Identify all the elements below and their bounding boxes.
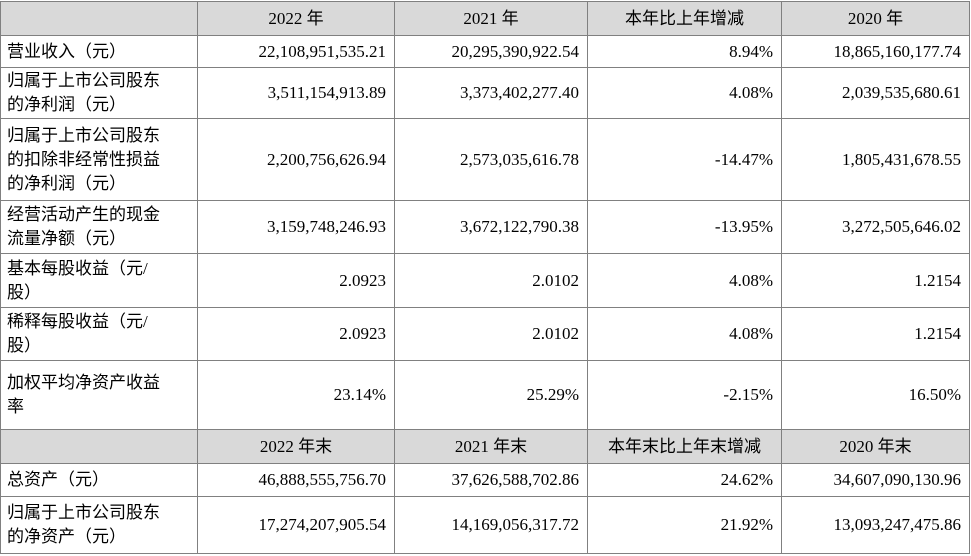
value-cell: 1.2154 bbox=[781, 253, 970, 308]
header-row: 2022 年末 2021 年末 本年末比上年末增减 2020 年末 bbox=[0, 429, 970, 464]
value-cell: 37,626,588,702.86 bbox=[394, 463, 588, 497]
value-cell: 2,573,035,616.78 bbox=[394, 118, 588, 201]
header-cell: 2020 年末 bbox=[781, 429, 970, 464]
value-cell: 25.29% bbox=[394, 360, 588, 430]
data-row: 基本每股收益（元/股） 2.0923 2.0102 4.08% 1.2154 bbox=[0, 253, 970, 308]
header-cell: 2021 年末 bbox=[394, 429, 588, 464]
data-row: 归属于上市公司股东 的扣除非经常性损益 的净利润（元） 2,200,756,626.9… bbox=[0, 118, 970, 201]
data-row: 归属于上市公司股东 的净资产（元） 17,274,207,905.54 14,169,… bbox=[0, 496, 970, 554]
value-cell: 4.08% bbox=[587, 253, 782, 308]
value-cell: 2.0923 bbox=[197, 307, 395, 361]
label-line: 基本每股收益（元/ bbox=[7, 258, 148, 278]
value-cell: 3,159,748,246.93 bbox=[197, 200, 395, 254]
value-cell: 3,373,402,277.40 bbox=[394, 67, 588, 119]
header-cell: 2021 年 bbox=[394, 1, 588, 36]
label-line: 股） bbox=[7, 336, 41, 355]
label-line: 的净利润（元） bbox=[7, 173, 126, 193]
value-cell: 20,295,390,922.54 bbox=[394, 35, 588, 68]
row-label: 归属于上市公司股东 的扣除非经常性损益 的净利润（元） bbox=[0, 118, 198, 201]
value-cell: 8.94% bbox=[587, 35, 782, 68]
header-cell: 本年比上年增减 bbox=[587, 1, 782, 36]
label-line: 归属于上市公司股东 bbox=[7, 503, 160, 522]
value-cell: 3,672,122,790.38 bbox=[394, 200, 588, 254]
row-label: 稀释每股收益（元/股） bbox=[0, 307, 198, 361]
value-cell: 22,108,951,535.21 bbox=[197, 35, 395, 68]
label-line: 流量净额（元） bbox=[7, 229, 126, 248]
value-cell: 24.62% bbox=[587, 463, 782, 497]
value-cell: 46,888,555,756.70 bbox=[197, 463, 395, 497]
value-cell: 4.08% bbox=[587, 67, 782, 119]
value-cell: 2,039,535,680.61 bbox=[781, 67, 970, 119]
value-cell: -14.47% bbox=[587, 118, 782, 201]
value-cell: 14,169,056,317.72 bbox=[394, 496, 588, 554]
row-label: 归属于上市公司股东 的净利润（元） bbox=[0, 67, 198, 119]
row-label: 加权平均净资产收益率 bbox=[0, 360, 198, 430]
value-cell: 23.14% bbox=[197, 360, 395, 430]
label-line: 的净利润（元） bbox=[7, 95, 126, 114]
row-label: 营业收入（元） bbox=[0, 35, 198, 68]
label-line: 加权平均净资产收益 bbox=[7, 373, 160, 392]
value-cell: 4.08% bbox=[587, 307, 782, 361]
value-cell: 2.0102 bbox=[394, 307, 588, 361]
value-cell: 2.0923 bbox=[197, 253, 395, 308]
label-line: 总资产（元） bbox=[7, 470, 109, 489]
label-line: 营业收入（元） bbox=[7, 41, 126, 61]
header-row: 2022 年 2021 年本年比上年增减 2020 年 bbox=[0, 1, 970, 36]
value-cell: 21.92% bbox=[587, 496, 782, 554]
label-line: 率 bbox=[7, 397, 24, 416]
label-line: 归属于上市公司股东 bbox=[7, 125, 160, 145]
data-row: 加权平均净资产收益率 23.14% 25.29% -2.15% 16.50% bbox=[0, 360, 970, 430]
row-label: 基本每股收益（元/股） bbox=[0, 253, 198, 308]
value-cell: -2.15% bbox=[587, 360, 782, 430]
header-cell: 2020 年 bbox=[781, 1, 970, 36]
value-cell: 18,865,160,177.74 bbox=[781, 35, 970, 68]
row-label: 经营活动产生的现金 流量净额（元） bbox=[0, 200, 198, 254]
value-cell: 17,274,207,905.54 bbox=[197, 496, 395, 554]
label-line: 的净资产（元） bbox=[7, 527, 126, 546]
value-cell: 3,511,154,913.89 bbox=[197, 67, 395, 119]
value-cell: -13.95% bbox=[587, 200, 782, 254]
header-cell bbox=[0, 429, 198, 464]
data-row: 总资产（元） 46,888,555,756.70 37,626,588,702.86… bbox=[0, 463, 970, 497]
header-cell: 2022 年 bbox=[197, 1, 395, 36]
value-cell: 2,200,756,626.94 bbox=[197, 118, 395, 201]
value-cell: 34,607,090,130.96 bbox=[781, 463, 970, 497]
label-line: 股） bbox=[7, 282, 41, 302]
value-cell: 1.2154 bbox=[781, 307, 970, 361]
value-cell: 16.50% bbox=[781, 360, 970, 430]
row-label: 总资产（元） bbox=[0, 463, 198, 497]
label-line: 稀释每股收益（元/ bbox=[7, 312, 148, 331]
header-cell: 本年末比上年末增减 bbox=[587, 429, 782, 464]
header-cell bbox=[0, 1, 198, 36]
label-line: 的扣除非经常性损益 bbox=[7, 149, 160, 169]
header-cell: 2022 年末 bbox=[197, 429, 395, 464]
value-cell: 13,093,247,475.86 bbox=[781, 496, 970, 554]
data-row: 稀释每股收益（元/股） 2.0923 2.0102 4.08% 1.2154 bbox=[0, 307, 970, 361]
data-row: 营业收入（元） 22,108,951,535.21 20,295,390,922.5… bbox=[0, 35, 970, 68]
row-label: 归属于上市公司股东 的净资产（元） bbox=[0, 496, 198, 554]
data-row: 经营活动产生的现金 流量净额（元） 3,159,748,246.93 3,672,12… bbox=[0, 200, 970, 254]
value-cell: 3,272,505,646.02 bbox=[781, 200, 970, 254]
value-cell: 2.0102 bbox=[394, 253, 588, 308]
data-row: 归属于上市公司股东 的净利润（元） 3,511,154,913.89 3,373,40… bbox=[0, 67, 970, 119]
label-line: 归属于上市公司股东 bbox=[7, 71, 160, 90]
value-cell: 1,805,431,678.55 bbox=[781, 118, 970, 201]
label-line: 经营活动产生的现金 bbox=[7, 205, 160, 224]
